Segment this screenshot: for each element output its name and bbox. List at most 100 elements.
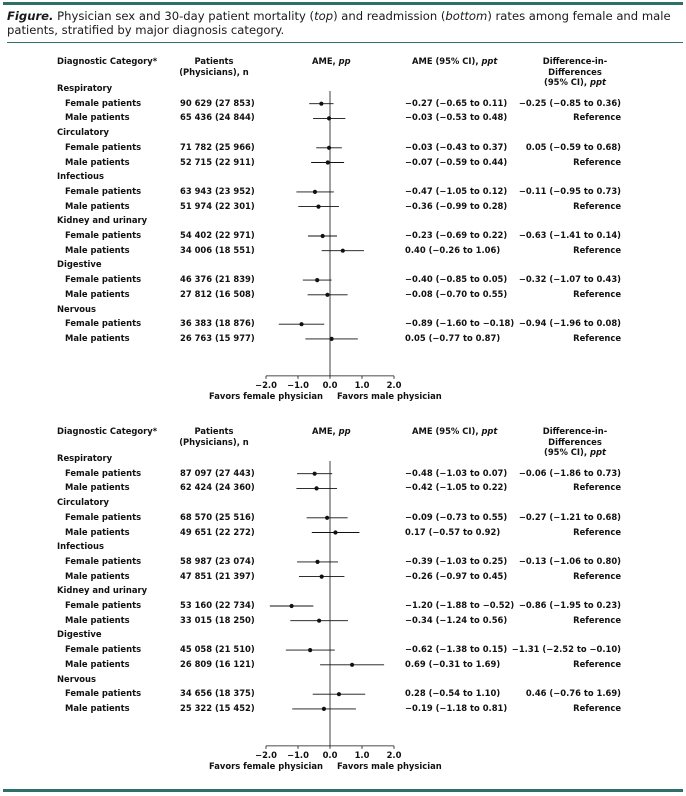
patients-count: 63 943 (23 952): [180, 185, 255, 196]
x-label-right: Favors male physician: [337, 761, 442, 771]
caption-part: ) rates among female and male patients, …: [7, 9, 671, 37]
estimate-point: [314, 486, 319, 491]
x-tick-label: 2.0: [387, 750, 402, 760]
x-tick-label: 1.0: [355, 380, 370, 390]
header-ci: AME (95% CI), ppt: [412, 426, 497, 437]
patients-count: 52 715 (22 911): [180, 156, 255, 167]
header-ame-unit: pp: [338, 56, 351, 66]
estimate-point: [289, 603, 294, 609]
ame-ci-value: −0.07 (−0.59 to 0.44): [405, 156, 508, 167]
estimate-point: [315, 278, 320, 283]
patient-group-label: Male patients: [65, 332, 130, 343]
header-did-prefix: (95% CI),: [544, 77, 590, 87]
did-value: −0.13 (−1.06 to 0.80): [518, 555, 621, 566]
did-value: −0.11 (−0.95 to 0.73): [518, 185, 621, 196]
x-label-left: Favors female physician: [209, 391, 323, 401]
ame-ci-value: −0.40 (−0.85 to 0.05): [405, 274, 508, 285]
patient-group-label: Male patients: [65, 244, 130, 255]
x-tick-label: 0.0: [323, 750, 338, 760]
patient-group-label: Male patients: [65, 156, 130, 167]
header-did-unit: ppt: [589, 447, 606, 457]
header-patients-line1: Patients: [194, 426, 234, 436]
category-label: Kidney and urinary: [57, 585, 148, 596]
header-patients-text: (Physicians), n: [179, 66, 249, 77]
header-ame: AME, pp: [312, 56, 351, 67]
patient-group-label: Female patients: [65, 644, 142, 655]
patients-count: 47 851 (21 397): [180, 570, 255, 581]
did-value: Reference: [573, 200, 621, 211]
patient-group-label: Male patients: [65, 200, 130, 211]
header-did-line1: Difference-in-Differences: [542, 56, 608, 77]
patients-count: 58 987 (23 074): [180, 555, 255, 566]
ame-ci-value: 0.05 (−0.77 to 0.87): [405, 332, 501, 343]
ame-ci-value: −0.89 (−1.60 to −0.18): [405, 318, 515, 329]
top-rule: [3, 2, 683, 5]
estimate-point: [315, 559, 320, 564]
caption-part: top: [314, 9, 334, 23]
patients-count: 65 436 (24 844): [180, 112, 255, 123]
did-value: −0.25 (−0.85 to 0.36): [518, 97, 621, 108]
header-patients-line2: (Physicians), n: [174, 67, 254, 78]
header-category: Diagnostic Category*: [57, 56, 158, 66]
category-label: Circulatory: [57, 497, 109, 508]
did-value: Reference: [573, 702, 621, 713]
ame-ci-value: 0.17 (−0.57 to 0.92): [405, 526, 501, 537]
caption-text: Physician sex and 30-day patient mortali…: [7, 9, 671, 37]
patients-count: 53 160 (22 734): [180, 600, 255, 610]
patients-count: 49 651 (22 272): [180, 526, 255, 537]
patient-group-label: Male patients: [65, 614, 130, 625]
patient-group-label: Female patients: [65, 274, 142, 285]
did-value: Reference: [573, 614, 621, 625]
header-ci-unit: ppt: [481, 426, 498, 436]
did-value: Reference: [573, 244, 621, 255]
patient-group-label: Male patients: [65, 526, 130, 537]
estimate-point: [349, 662, 355, 667]
x-label-right: Favors male physician: [337, 391, 442, 401]
x-label-left: Favors female physician: [209, 761, 323, 771]
patients-count: 34 006 (18 551): [180, 244, 255, 255]
patients-count: 34 656 (18 375): [180, 688, 255, 699]
patient-group-label: Female patients: [65, 688, 142, 699]
mortality-panel: Diagnostic Category* Patients (Physicians)…: [0, 48, 686, 408]
estimate-point: [340, 248, 345, 253]
header-ci-unit: ppt: [481, 56, 498, 66]
header-patients-text: (Physicians), n: [179, 436, 249, 447]
estimate-point: [329, 336, 334, 341]
did-value: −0.27 (−1.21 to 0.68): [518, 511, 621, 522]
header-patients: Patients (Physicians), n: [174, 56, 254, 77]
ame-ci-value: −0.62 (−1.38 to 0.15): [405, 644, 508, 655]
did-value: Reference: [573, 570, 621, 581]
category-label: Digestive: [57, 629, 102, 640]
forest-plot: −2.0 −1.0 0.0 1.0 2.0 Favors female physician…: [209, 91, 442, 401]
estimate-point: [336, 692, 342, 697]
x-tick-label: 0.0: [323, 380, 338, 390]
x-tick-label: −2.0: [255, 750, 277, 760]
category-label: Infectious: [57, 171, 104, 182]
caption-rule: [7, 42, 683, 43]
header-patients-line1: Patients: [194, 56, 234, 66]
header-patients: Patients (Physicians), n: [174, 426, 254, 447]
x-tick-label: −1.0: [287, 750, 309, 760]
patients-count: 51 974 (22 301): [180, 200, 255, 211]
ame-ci-value: −0.26 (−0.97 to 0.45): [405, 570, 508, 581]
patient-group-label: Male patients: [65, 288, 130, 299]
header-did-line1: Difference-in-Differences: [542, 426, 608, 447]
header-ci: AME (95% CI), ppt: [412, 56, 497, 67]
patient-group-label: Female patients: [65, 555, 142, 566]
patients-count: 71 782 (25 966): [180, 141, 255, 152]
readmission-panel: Diagnostic Category* Patients (Physicians)…: [0, 418, 686, 783]
patients-count: 68 570 (25 516): [180, 511, 255, 522]
patient-group-label: Female patients: [65, 230, 142, 240]
category-label: Infectious: [57, 541, 104, 552]
did-value: −1.31 (−2.52 to −0.10): [511, 644, 621, 655]
header-did: Difference-in-Differences (95% CI), ppt: [516, 426, 634, 458]
patient-group-label: Male patients: [65, 482, 130, 493]
x-tick-label: 2.0: [387, 380, 402, 390]
header-category: Diagnostic Category*: [57, 426, 158, 436]
patients-count: 54 402 (22 971): [180, 230, 255, 240]
x-tick-label: 1.0: [355, 750, 370, 760]
estimate-point: [312, 471, 317, 476]
did-value: −0.06 (−1.86 to 0.73): [518, 467, 621, 478]
caption-part: ) and readmission (: [333, 9, 446, 23]
patients-count: 45 058 (21 510): [180, 644, 255, 655]
